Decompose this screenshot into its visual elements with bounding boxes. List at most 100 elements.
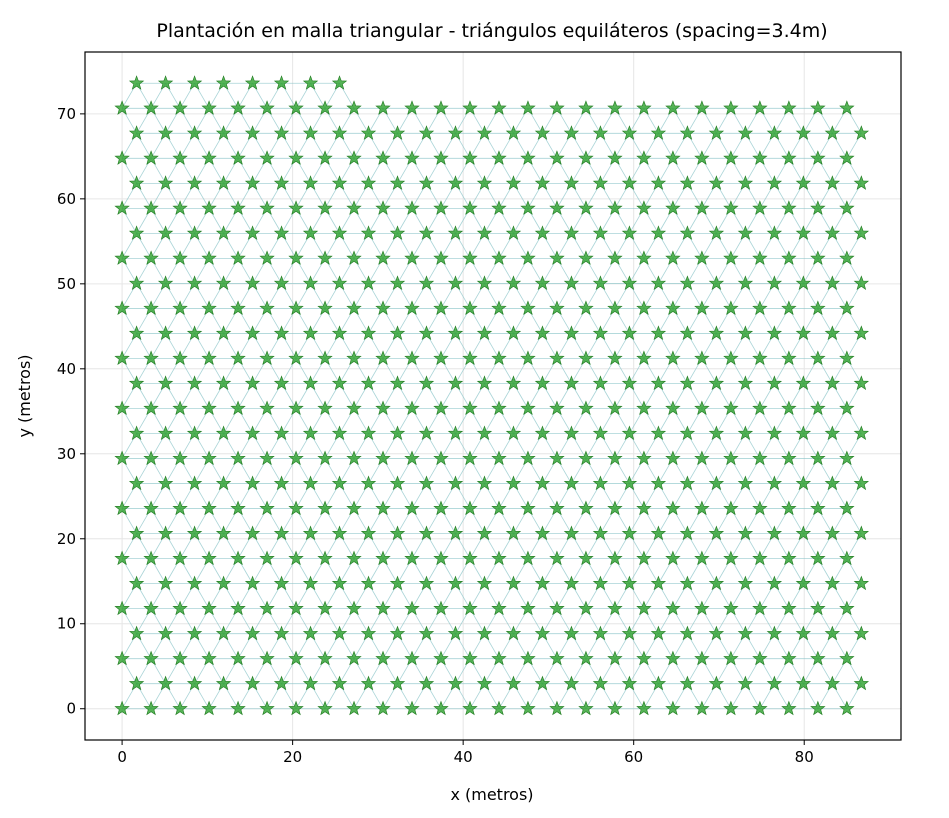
plant-point — [128, 175, 145, 190]
plant-point — [143, 200, 159, 215]
plant-point — [288, 100, 304, 115]
plant-point — [737, 525, 754, 541]
plant-point — [621, 225, 638, 240]
plant-point — [360, 525, 377, 541]
plant-point — [491, 700, 507, 716]
plant-point — [404, 700, 420, 716]
plant-point — [288, 700, 304, 716]
plant-point — [346, 250, 362, 265]
plant-point — [694, 400, 710, 416]
plant-point — [520, 650, 536, 666]
plant-point — [375, 250, 391, 265]
x-axis-ticks: 0 20 40 60 80 — [117, 740, 814, 766]
plant-point — [259, 450, 275, 466]
plant-point — [824, 175, 841, 190]
plant-point — [404, 100, 420, 115]
plant-point — [781, 150, 797, 165]
plant-point — [143, 150, 159, 165]
plant-point — [230, 300, 246, 315]
plant-point — [766, 125, 783, 140]
plant-point — [679, 325, 696, 340]
plant-point — [389, 225, 406, 240]
plant-point — [752, 600, 768, 616]
plant-point — [766, 475, 783, 491]
plant-point — [592, 325, 609, 340]
plant-point — [346, 350, 362, 366]
plant-point — [447, 525, 464, 541]
plant-point — [331, 375, 348, 391]
plant-point — [520, 100, 536, 115]
plant-point — [839, 100, 855, 115]
plant-point — [375, 300, 391, 315]
plant-point — [578, 350, 594, 366]
plant-point — [810, 150, 826, 165]
plant-point — [592, 275, 609, 290]
plant-point — [621, 325, 638, 340]
plant-point — [723, 600, 739, 616]
plant-point — [462, 350, 478, 366]
plant-point — [157, 75, 174, 90]
plant-point — [462, 400, 478, 416]
plant-point — [476, 475, 493, 491]
plant-point — [186, 325, 203, 340]
plant-point — [201, 300, 217, 315]
plant-point — [230, 550, 246, 566]
plant-point — [433, 600, 449, 616]
plant-point — [186, 475, 203, 491]
plant-point — [636, 650, 652, 666]
plant-point — [795, 325, 812, 340]
plant-point — [694, 200, 710, 215]
plant-point — [650, 525, 667, 541]
plant-point — [186, 75, 203, 90]
plant-point — [172, 300, 188, 315]
plant-point — [375, 500, 391, 516]
plant-point — [534, 475, 551, 491]
plant-point — [418, 675, 435, 691]
plant-point — [447, 375, 464, 391]
plant-point — [534, 325, 551, 340]
plant-point — [621, 175, 638, 190]
plant-point — [447, 275, 464, 290]
plant-point — [549, 650, 565, 666]
plant-point — [230, 150, 246, 165]
plant-point — [418, 225, 435, 240]
plant-point — [549, 600, 565, 616]
plant-point — [302, 325, 319, 340]
plant-point — [360, 675, 377, 691]
y-tick-label: 50 — [57, 275, 76, 293]
plant-point — [375, 700, 391, 716]
plant-point — [447, 325, 464, 340]
plant-point — [230, 700, 246, 716]
plant-point — [389, 125, 406, 140]
plant-point — [360, 225, 377, 240]
plant-point — [259, 500, 275, 516]
plant-point — [447, 175, 464, 190]
plant-point — [476, 125, 493, 140]
plant-point — [839, 150, 855, 165]
x-tick-label: 60 — [624, 748, 643, 766]
plant-point — [737, 275, 754, 290]
plant-point — [563, 525, 580, 541]
plant-point — [114, 250, 130, 265]
plant-point — [288, 400, 304, 416]
plant-point — [476, 675, 493, 691]
plant-point — [723, 250, 739, 265]
plant-point — [476, 325, 493, 340]
plant-point — [636, 600, 652, 616]
plant-point — [607, 150, 623, 165]
plant-point — [505, 325, 522, 340]
plant-point — [723, 300, 739, 315]
plant-point — [418, 375, 435, 391]
plant-point — [433, 100, 449, 115]
plant-point — [679, 275, 696, 290]
plant-point — [433, 450, 449, 466]
plant-point — [331, 125, 348, 140]
plant-point — [505, 625, 522, 641]
plant-point — [331, 75, 348, 90]
plant-point — [766, 575, 783, 591]
plant-point — [215, 475, 232, 491]
plant-point — [708, 125, 725, 140]
plant-point — [288, 150, 304, 165]
plant-point — [810, 100, 826, 115]
plant-point — [128, 125, 145, 140]
